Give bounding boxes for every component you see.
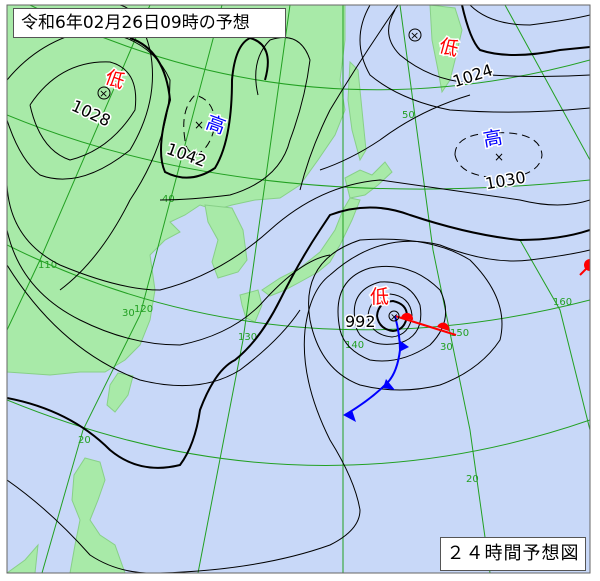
warm-front-marker xyxy=(401,312,414,320)
low-center-icon: × xyxy=(410,29,419,42)
lat-lon-grid xyxy=(7,5,590,573)
grid-label-lon120: 120 xyxy=(134,304,153,315)
low-symbol: 低 xyxy=(370,286,389,308)
grid-label-lon130: 130 xyxy=(238,332,257,343)
isobars xyxy=(7,5,590,573)
honshu xyxy=(261,197,361,297)
grid-label-lon140: 140 xyxy=(345,340,364,351)
pressure-value: 992 xyxy=(345,312,376,331)
grid-label-lon110: 110 xyxy=(38,260,57,271)
warm-front xyxy=(394,259,590,336)
low-center-icon: × xyxy=(390,312,398,323)
forecast-title: 令和6年02月26日09時の予想 xyxy=(13,8,286,38)
asia-continent xyxy=(7,5,346,376)
low-992: 低 × 992 xyxy=(344,285,400,333)
low-center-icon xyxy=(408,28,422,42)
grid-label-lon160: 160 xyxy=(553,297,572,308)
grid-label-lat50: 50 xyxy=(402,110,415,121)
philippines xyxy=(69,457,126,573)
cold-front-marker xyxy=(383,379,395,390)
map-frame xyxy=(6,4,591,574)
low-center-icon xyxy=(388,310,400,322)
high-center-icon: × xyxy=(494,150,504,164)
hokkaido xyxy=(344,161,393,199)
cold-front-marker xyxy=(399,340,409,352)
sakhalin xyxy=(347,60,367,162)
grid-label-lat20b: 20 xyxy=(466,474,479,485)
chart-type-label: ２４時間予想図 xyxy=(440,537,586,571)
low-center-icon: × xyxy=(99,87,108,100)
korea xyxy=(204,204,248,279)
grid-label-lat30b: 30 xyxy=(440,342,453,353)
cold-front-marker xyxy=(343,410,356,422)
low-center-icon xyxy=(97,86,111,100)
taiwan xyxy=(106,372,134,413)
warm-front-marker xyxy=(584,259,590,271)
warm-front-marker xyxy=(437,322,450,331)
grid-label-lat20a: 20 xyxy=(78,435,91,446)
grid-label-lat30a: 30 xyxy=(122,308,135,319)
grid-label-lon150: 150 xyxy=(450,328,469,339)
high-symbol: 高 xyxy=(482,126,505,151)
cold-front xyxy=(343,315,409,422)
high-center-icon: × xyxy=(194,118,204,132)
borneo-fragment xyxy=(7,543,39,573)
